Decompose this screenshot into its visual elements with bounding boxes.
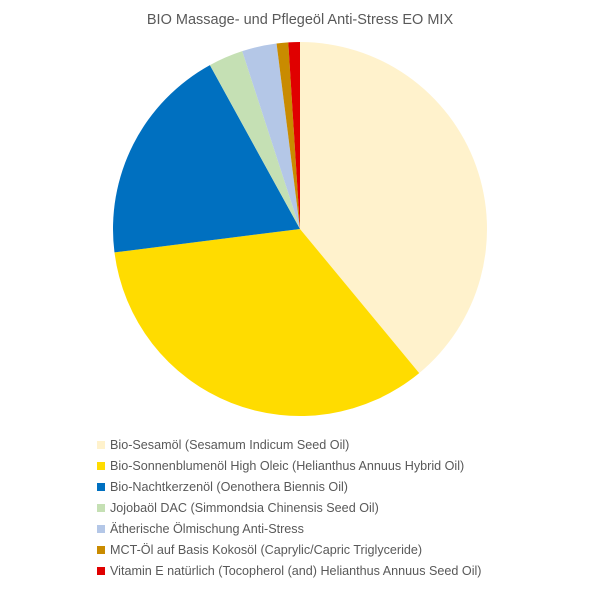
legend-item: Bio-Sonnenblumenöl High Oleic (Helianthu… xyxy=(97,455,481,476)
legend-swatch xyxy=(97,503,105,512)
legend-label: Bio-Sonnenblumenöl High Oleic (Helianthu… xyxy=(110,458,465,473)
legend-item: MCT-Öl auf Basis Kokosöl (Caprylic/Capri… xyxy=(97,539,481,560)
pie-slice xyxy=(114,229,420,416)
legend-label: Jojobaöl DAC (Simmondsia Chinensis Seed … xyxy=(110,500,379,515)
pie-slice xyxy=(112,65,300,253)
legend: Bio-Sesamöl (Sesamum Indicum Seed Oil) B… xyxy=(97,434,481,581)
legend-item: Bio-Sesamöl (Sesamum Indicum Seed Oil) xyxy=(97,434,481,455)
legend-item: Ätherische Ölmischung Anti-Stress xyxy=(97,518,481,539)
pie-slice xyxy=(288,42,300,229)
pie-slice xyxy=(300,42,488,374)
legend-label: Bio-Nachtkerzenöl (Oenothera Biennis Oil… xyxy=(110,479,348,494)
pie-slice xyxy=(209,51,300,229)
legend-label: Bio-Sesamöl (Sesamum Indicum Seed Oil) xyxy=(110,437,350,452)
pie-slice xyxy=(242,43,300,230)
legend-swatch xyxy=(97,461,105,470)
legend-swatch xyxy=(97,524,105,533)
legend-swatch xyxy=(97,566,105,575)
legend-swatch xyxy=(97,482,105,491)
pie-slice xyxy=(276,42,300,229)
legend-item: Jojobaöl DAC (Simmondsia Chinensis Seed … xyxy=(97,497,481,518)
legend-swatch xyxy=(97,545,105,554)
chart-title: BIO Massage- und Pflegeöl Anti-Stress EO… xyxy=(146,12,454,28)
legend-label: MCT-Öl auf Basis Kokosöl (Caprylic/Capri… xyxy=(110,542,423,557)
legend-swatch xyxy=(97,440,105,449)
legend-item: Vitamin E natürlich (Tocopherol (and) He… xyxy=(97,560,481,581)
legend-label: Ätherische Ölmischung Anti-Stress xyxy=(110,521,304,536)
legend-item: Bio-Nachtkerzenöl (Oenothera Biennis Oil… xyxy=(97,476,481,497)
pie-chart xyxy=(112,42,488,416)
legend-label: Vitamin E natürlich (Tocopherol (and) He… xyxy=(110,563,482,578)
